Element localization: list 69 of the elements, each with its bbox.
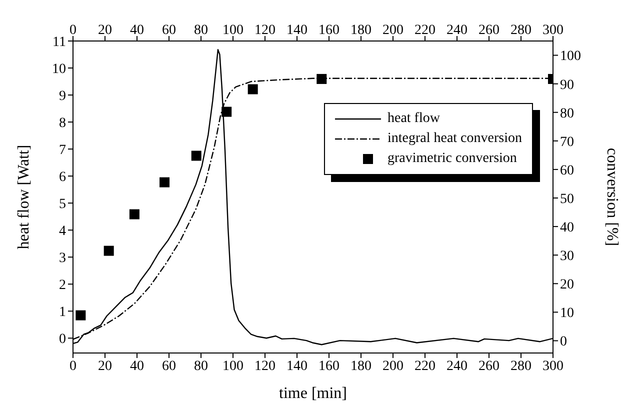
x2-tick-label: 80 xyxy=(194,358,208,374)
y-tick-label: 1 xyxy=(59,305,66,320)
y2-tick-label: 50 xyxy=(560,192,574,207)
x2-tick-label: 160 xyxy=(318,358,340,374)
x-tick-label: 260 xyxy=(478,23,500,38)
y-tick-label: 10 xyxy=(52,62,66,77)
point xyxy=(191,150,202,161)
x-tick-label: 180 xyxy=(350,23,372,38)
x-tick-label: 280 xyxy=(510,23,532,38)
y-axis-title: heat flow [Watt] xyxy=(16,144,33,250)
y2-tick-label: 60 xyxy=(560,163,574,178)
y2-axis-title: conversion [%] xyxy=(603,148,620,246)
x2-tick-label: 20 xyxy=(98,358,112,374)
x2-tick-label: 240 xyxy=(446,358,468,374)
x-tick-label: 20 xyxy=(98,23,112,38)
y2-tick-label: 10 xyxy=(560,306,574,322)
y2-tick-label: 0 xyxy=(560,334,567,350)
point xyxy=(104,246,114,256)
x-tick-label: 160 xyxy=(318,23,340,38)
x-tick-label: 120 xyxy=(254,23,276,38)
y2-tick-label: 90 xyxy=(560,78,574,93)
point xyxy=(316,74,327,84)
x-tick-label: 220 xyxy=(414,23,436,38)
y2-tick-label: 100 xyxy=(560,49,581,64)
x-tick-label: 40 xyxy=(130,23,144,38)
y2-tick-label: 30 xyxy=(560,249,574,264)
x2-tick-label: 40 xyxy=(130,358,144,374)
legend-label: integral heat conversion xyxy=(387,131,522,147)
point xyxy=(160,177,170,188)
y-tick-label: 6 xyxy=(59,170,66,186)
x2-tick-label: 260 xyxy=(478,358,500,374)
y2-tick-label: 40 xyxy=(560,220,574,236)
x2-tick-label: 280 xyxy=(510,358,532,374)
x-tick-label: 0 xyxy=(70,23,76,38)
point xyxy=(222,106,232,117)
y-tick-label: 5 xyxy=(59,197,66,212)
x2-tick-label: 100 xyxy=(222,358,244,374)
y2-tick-label: 20 xyxy=(560,278,574,293)
y-tick-label: 7 xyxy=(59,143,66,158)
point xyxy=(76,310,86,320)
x2-tick-label: 200 xyxy=(382,358,404,374)
x2-tick-label: 0 xyxy=(70,358,76,374)
y-tick-label: 8 xyxy=(59,116,66,132)
x2-tick-label: 60 xyxy=(162,358,176,374)
x-tick-label: 300 xyxy=(542,23,564,38)
y-tick-label: 3 xyxy=(59,251,66,266)
x2-tick-label: 120 xyxy=(254,358,276,374)
y-tick-label: 2 xyxy=(59,278,66,294)
y2-tick-label: 80 xyxy=(560,106,574,122)
y-tick-label: 9 xyxy=(59,88,66,104)
point xyxy=(248,84,258,94)
x2-tick-label: 140 xyxy=(286,358,308,374)
legend-label: heat flow xyxy=(387,111,440,127)
legend-label: gravimetric conversion xyxy=(387,151,517,167)
y2-tick-label: 70 xyxy=(560,134,574,150)
y-tick-label: 0 xyxy=(59,332,66,348)
x-tick-label: 60 xyxy=(162,23,176,38)
x-tick-label: 140 xyxy=(286,23,308,38)
x2-tick-label: 300 xyxy=(542,358,564,374)
x2-tick-label: 220 xyxy=(414,358,436,374)
point xyxy=(129,209,140,220)
y-tick-label: 11 xyxy=(52,34,66,50)
x-tick-label: 80 xyxy=(194,23,208,38)
x-tick-label: 100 xyxy=(222,23,244,38)
x-tick-label: 240 xyxy=(446,23,468,38)
x-axis-title: time [min] xyxy=(279,385,347,402)
x-tick-label: 200 xyxy=(382,23,404,38)
x2-tick-label: 180 xyxy=(350,358,372,374)
y-tick-label: 4 xyxy=(59,224,66,240)
